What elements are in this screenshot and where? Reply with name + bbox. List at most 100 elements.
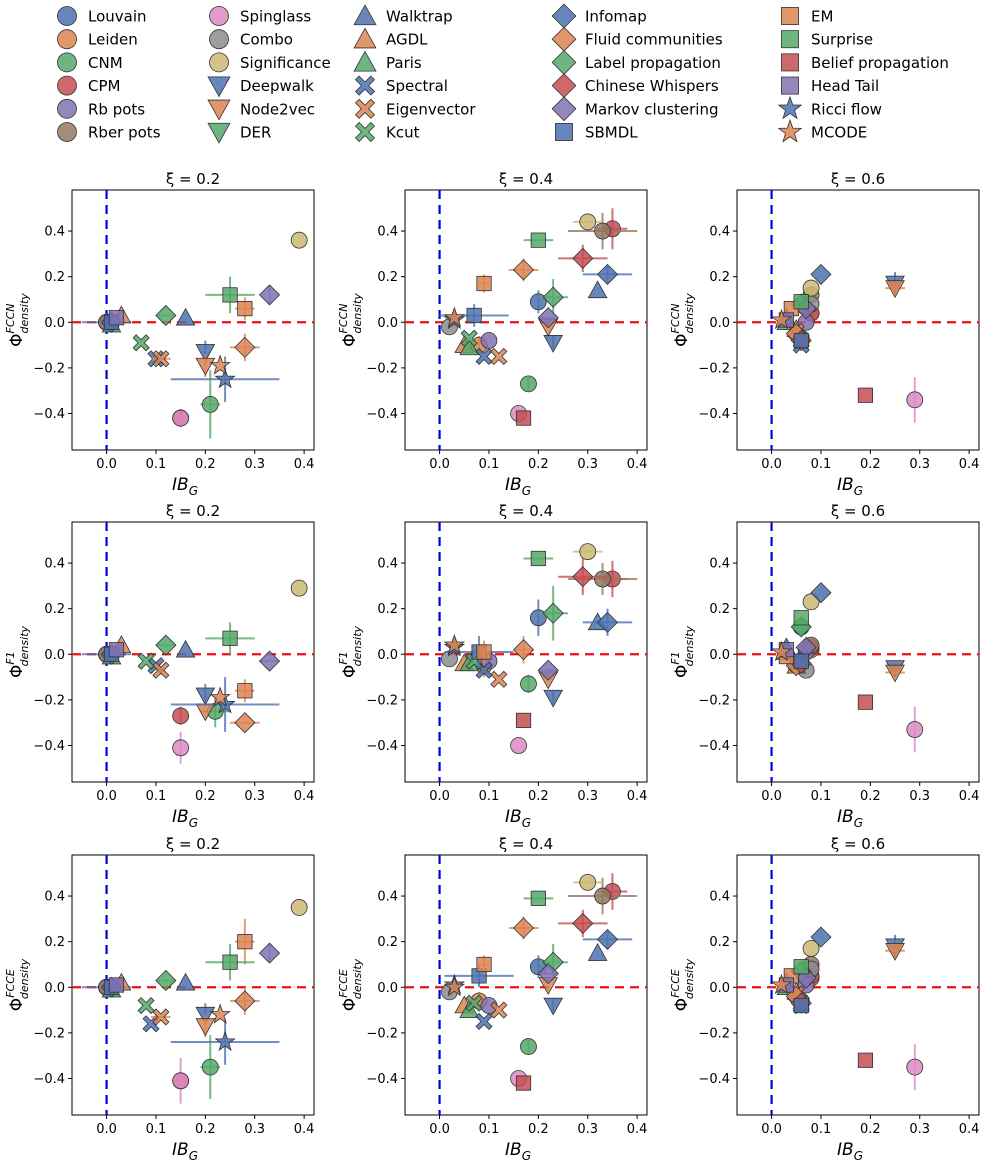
legend-marker-diamond-icon [551,49,577,75]
marker-tri-up-icon [587,280,608,299]
x-tick-label: 0.2 [195,1122,216,1137]
x-tick-label: 0.0 [761,457,782,472]
y-tick-label: 0.4 [377,225,398,240]
legend-item-surprise: Surprise [781,30,873,49]
y-axis-label: ΦFCCNdensity [669,293,696,347]
point-rber-pots [567,877,638,915]
marker-tri-down-icon [543,689,564,708]
legend-label: Rber pots [88,124,161,142]
legend-item-cnm: CNM [57,52,123,73]
legend-label: Infomap [585,8,647,26]
point-significance [802,279,820,297]
legend-label: Head Tail [811,77,879,95]
x-tick-label: 0.3 [244,1122,265,1137]
y-tick-label: 0.0 [44,648,65,663]
point-cpm [172,706,190,725]
marker-diamond-icon [234,336,256,358]
point-em [234,297,255,320]
marker-circle-icon [906,721,924,738]
marker-circle-icon [594,887,611,905]
legend-marker-square-icon [781,53,799,72]
point-significance [802,593,820,611]
marker-circle-icon [802,279,820,297]
point-eigenvector [490,670,508,688]
y-tick-label: −0.4 [366,407,398,422]
point-node2vec [885,664,905,683]
panel-r0-c1: 0.0 0.1 0.2 0.3 0.4 −0.4 −0.2 0.0 0.2 0.4 ξ = 0.4 I… [337,170,648,498]
marker-tri-up-icon [175,639,196,658]
x-tick-label: 0.2 [860,457,881,472]
y-tick-label: 0.0 [377,316,398,331]
marker-tri-down-icon [195,687,216,706]
point-fluid-communities [508,258,539,282]
data-points [81,579,308,764]
legend-marker-x-icon [354,75,376,96]
legend-label: Leiden [88,31,138,49]
x-tick-label: 0.0 [761,789,782,804]
legend-label: CPM [88,77,120,95]
point-ricci-flow [170,1019,280,1065]
legend-label: Deepwalk [240,77,314,95]
legend-label: Paris [386,54,422,72]
point-cnm [520,375,537,393]
marker-square-icon [237,934,253,950]
point-sbmdl [793,997,809,1014]
y-tick-label: −0.2 [33,361,65,376]
marker-square-icon [476,275,492,292]
marker-square-icon [108,310,125,326]
legend-label: Combo [240,31,293,49]
x-tick-label: 0.0 [96,789,117,804]
svg-text:ΦF1density: ΦF1density [337,625,364,678]
point-belief-propagation [515,712,532,729]
marker-circle-icon [906,1058,924,1076]
panel-title: ξ = 0.2 [166,170,220,188]
marker-square-icon [530,890,546,906]
data-points [770,582,924,753]
marker-star-icon [770,640,793,662]
marker-x-icon [465,994,483,1012]
panel-r1-c0: 0.0 0.1 0.2 0.3 0.4 −0.4 −0.2 0.0 0.2 0.4 ξ = 0.2 I… [4,502,315,830]
marker-diamond-icon [258,650,281,672]
marker-square-icon [793,959,809,975]
svg-text:ΦFCCEdensity: ΦFCCEdensity [669,958,696,1011]
point-spectral [475,1012,493,1031]
x-tick-label: 0.1 [479,789,500,804]
legend-marker-tri-up-icon [353,27,377,49]
legend-marker-diamond-icon [551,96,577,122]
marker-circle-icon [520,675,537,693]
y-tick-label: 0.2 [709,602,730,617]
legend-marker-circle-icon [57,52,77,73]
point-significance [290,579,308,597]
marker-circle-icon [594,570,611,588]
y-tick-label: −0.4 [698,739,730,754]
legend-item-chinese-whispers: Chinese Whispers [551,73,719,99]
marker-diamond-icon [810,263,832,285]
marker-diamond-icon [155,969,177,992]
marker-square-icon [793,332,809,349]
panel-r0-c2: 0.0 0.1 0.2 0.3 0.4 −0.4 −0.2 0.0 0.2 0.4 ξ = 0.6 I… [669,170,980,498]
point-surprise [523,890,554,906]
x-tick-label: 0.2 [528,457,549,472]
point-cnm [520,1038,537,1055]
point-cnm [200,1035,221,1100]
y-tick-label: 0.4 [44,557,65,572]
point-chinese-whispers [558,909,608,938]
marker-square-icon [476,644,492,660]
point-belief-propagation [857,1052,874,1068]
legend-item-node2vec: Node2vec [207,99,315,121]
marker-circle-icon [906,391,924,409]
point-markov-clustering [258,284,281,306]
marker-circle-icon [172,739,190,757]
point-fluid-communities [230,333,260,362]
y-axis-label: ΦFCCNdensity [4,293,31,347]
point-spinglass [906,377,924,423]
panel-r2-c2: 0.0 0.1 0.2 0.3 0.4 −0.4 −0.2 0.0 0.2 0.4 ξ = 0.6 I… [669,835,980,1163]
legend-item-fluid-communities: Fluid communities [551,26,723,52]
point-significance [572,213,603,231]
y-tick-label: 0.4 [377,890,398,905]
marker-diamond-icon [512,259,535,281]
point-surprise [793,959,809,975]
point-mcode [209,686,231,707]
legend-marker-x-icon [354,121,376,143]
legend-item-head-tail: Head Tail [781,76,879,95]
